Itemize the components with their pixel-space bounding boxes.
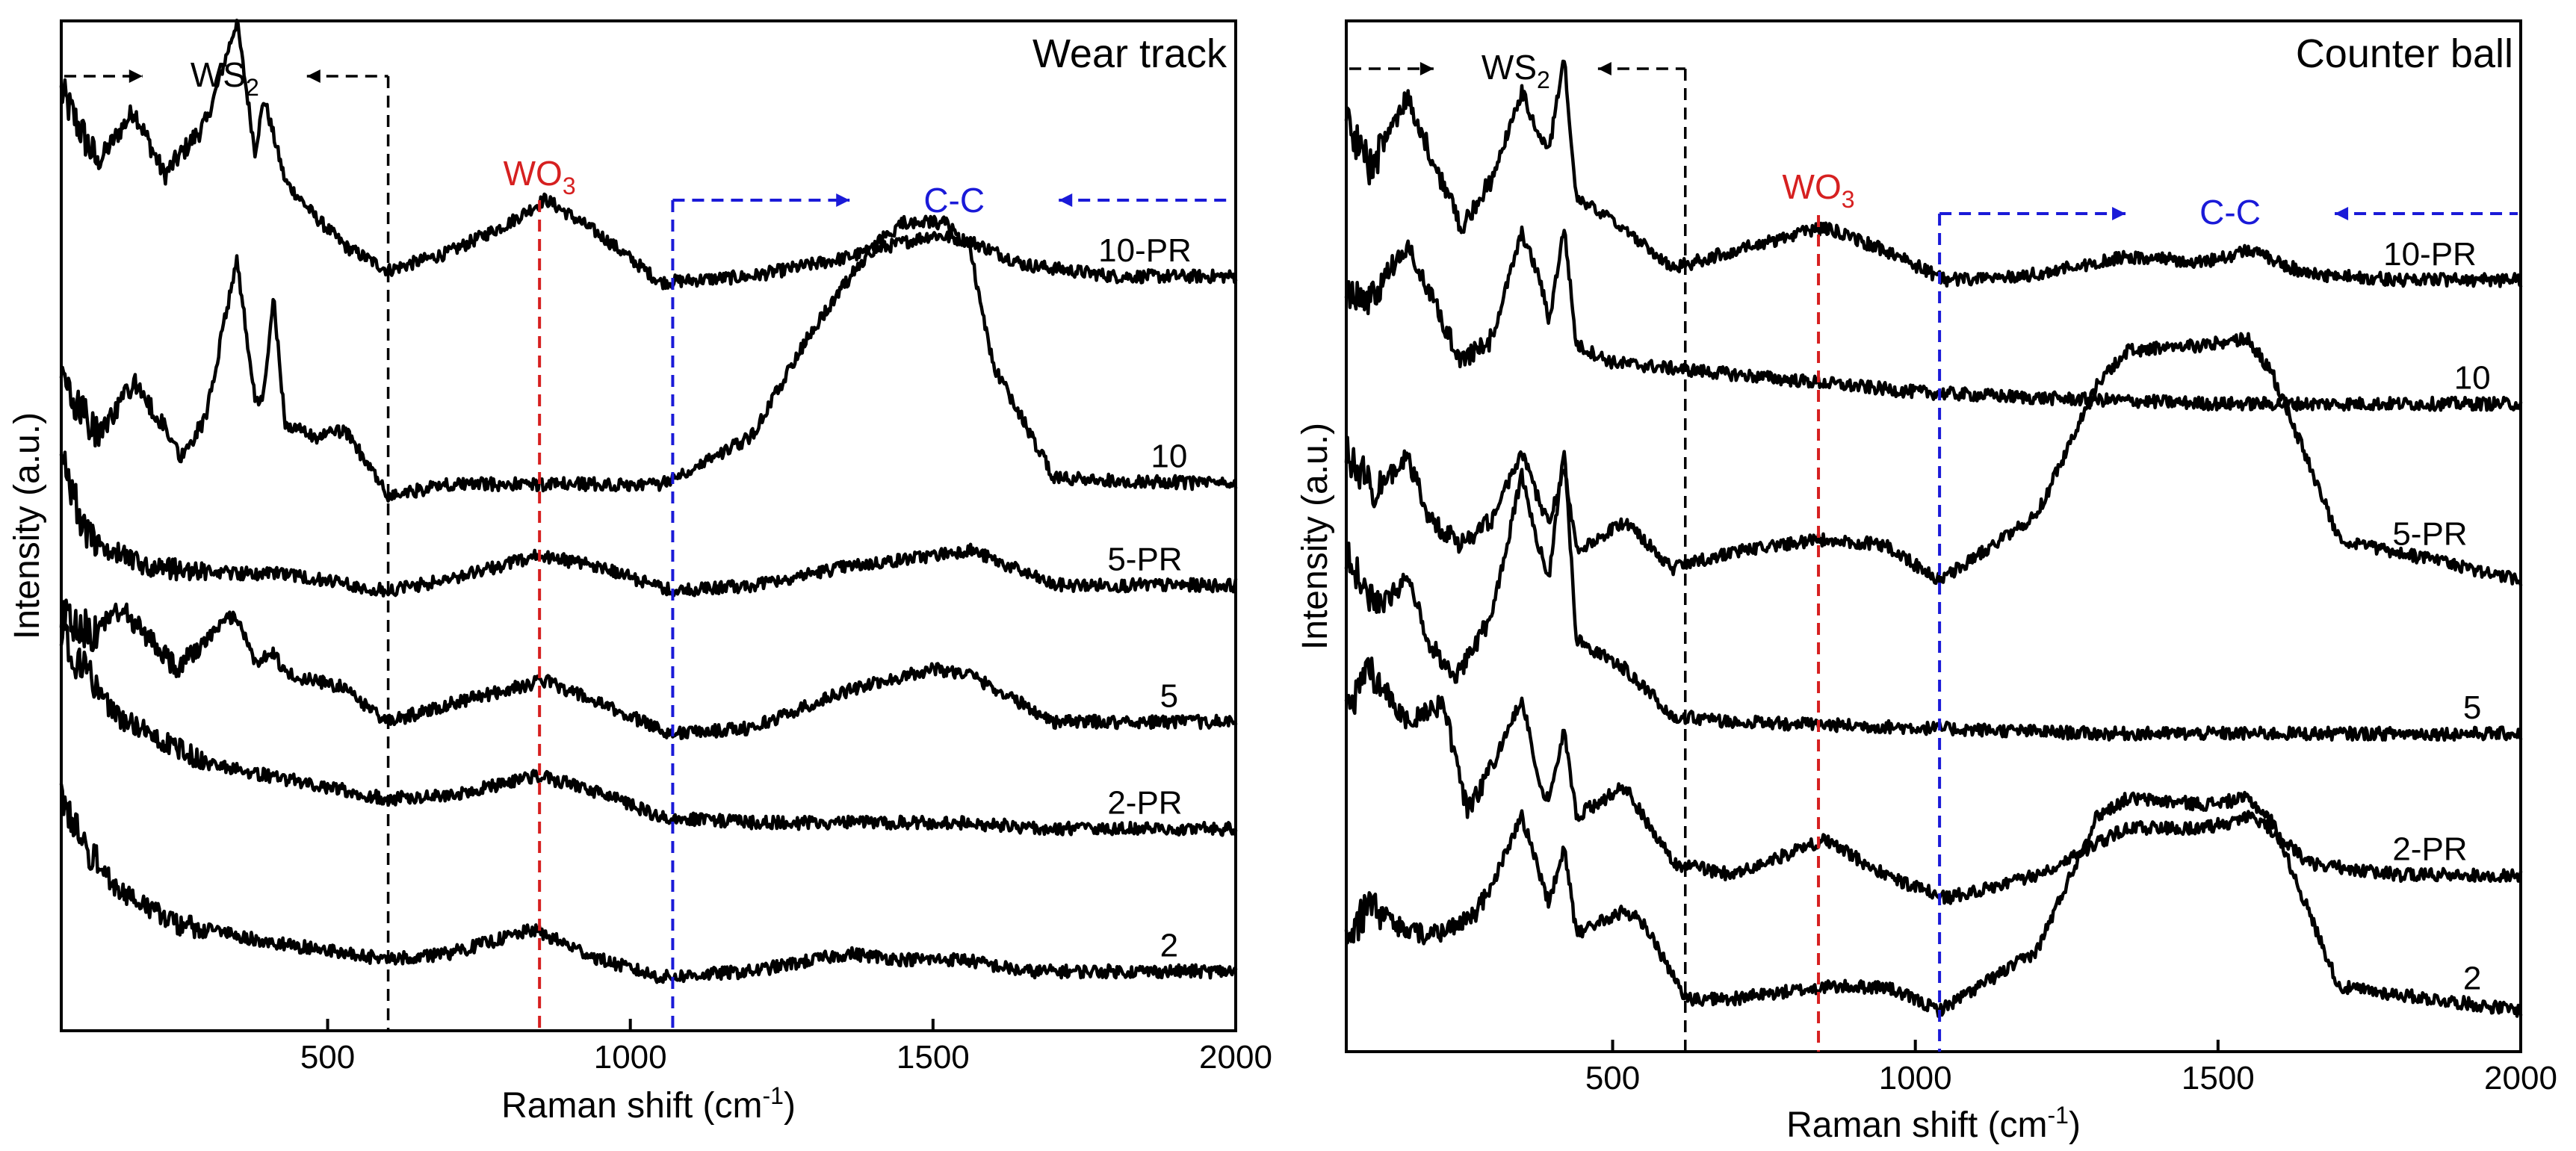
- x-axis-label-text: Raman shift (cm: [501, 1086, 762, 1126]
- x-axis-label-text: Raman shift (cm: [1786, 1105, 2047, 1145]
- x-axis-label-end: ): [784, 1086, 796, 1126]
- spectrum-trace-10-PR: [59, 18, 1238, 291]
- ws2-label-text: WS: [191, 55, 246, 94]
- x-ticks: 500 1000 1500 2000: [300, 1019, 1272, 1076]
- series-label: 2-PR: [1107, 785, 1182, 822]
- cc-region-marker: C-C: [1938, 193, 2518, 1052]
- spectrum-trace-2: [1344, 790, 2523, 1018]
- plot-area-frame: [60, 19, 1237, 1032]
- series-label: 10: [1151, 438, 1187, 474]
- ws2-label: WS2: [1481, 48, 1550, 93]
- wo3-label: WO3: [504, 154, 576, 199]
- ws2-arrowhead-right-icon: [129, 69, 143, 83]
- series-label: 2: [2463, 960, 2481, 996]
- cc-arrowhead-left-icon: [2335, 207, 2349, 220]
- cc-label: C-C: [2199, 193, 2261, 232]
- panel-counter-ball: Counter ball Intensity (a.u.) Raman shif…: [1295, 19, 2557, 1145]
- spectra: [59, 18, 1238, 984]
- y-axis-label: Intensity (a.u.): [7, 412, 47, 639]
- spectrum-trace-10: [59, 214, 1238, 503]
- ws2-label-subscript: 2: [246, 74, 259, 101]
- x-tick-label: 1000: [594, 1039, 667, 1076]
- x-tick-label: 1500: [2182, 1060, 2255, 1096]
- panel-title: Wear track: [1032, 31, 1227, 76]
- x-axis-label: Raman shift (cm-1): [501, 1082, 796, 1126]
- wo3-marker: WO3: [504, 154, 576, 1031]
- series-label: 10-PR: [2383, 236, 2477, 273]
- ws2-arrowhead-left-icon: [306, 69, 321, 83]
- wo3-label-subscript: 3: [563, 173, 576, 199]
- x-ticks: 500 1000 1500 2000: [1585, 1040, 2557, 1096]
- ws2-region-marker: WS2: [64, 55, 390, 1031]
- ws2-region-marker: WS2: [1349, 48, 1687, 1052]
- x-tick-label: 500: [1585, 1060, 1640, 1096]
- cc-arrowhead-right-icon: [2112, 207, 2126, 220]
- x-axis-label-end: ): [2069, 1105, 2081, 1145]
- spectrum-trace-2-PR: [59, 617, 1238, 837]
- series-label: 2-PR: [2392, 831, 2467, 867]
- x-tick-label: 1500: [897, 1039, 970, 1076]
- cc-arrowhead-right-icon: [836, 193, 850, 207]
- spectrum-trace-10-PR: [1344, 59, 2523, 288]
- spectrum-trace-5: [59, 598, 1238, 740]
- series-label: 5: [1160, 677, 1178, 714]
- series-label: 2: [1160, 927, 1178, 964]
- series-label: 5-PR: [2392, 516, 2467, 553]
- wo3-label-text: WO: [1783, 167, 1842, 206]
- x-tick-label: 500: [300, 1039, 355, 1076]
- x-tick-label: 2000: [2484, 1060, 2557, 1096]
- series-labels: 10-PR 10 5-PR 5 2-PR 2: [2383, 236, 2491, 996]
- wo3-label: WO3: [1783, 167, 1855, 213]
- x-axis-label: Raman shift (cm-1): [1786, 1102, 2081, 1145]
- plot-area-frame: [1345, 19, 2522, 1053]
- spectra: [1344, 59, 2523, 1018]
- panel-title: Counter ball: [2296, 31, 2513, 76]
- series-label: 10-PR: [1098, 232, 1192, 269]
- series-label: 10: [2454, 360, 2491, 397]
- series-label: 5-PR: [1107, 542, 1182, 578]
- ws2-label-subscript: 2: [1537, 66, 1550, 93]
- panel-wear-track: Wear track Intensity (a.u.) Raman shift …: [7, 18, 1272, 1126]
- spectrum-trace-2: [59, 782, 1238, 984]
- cc-arrowhead-left-icon: [1059, 193, 1073, 207]
- series-labels: 10-PR 10 5-PR 5 2-PR 2: [1098, 232, 1192, 964]
- x-axis-label-superscript: -1: [2047, 1102, 2068, 1129]
- y-axis-label: Intensity (a.u.): [1295, 423, 1335, 650]
- cc-label: C-C: [923, 181, 985, 220]
- spectrum-trace-5-PR: [59, 450, 1238, 598]
- spectrum-trace-2-PR: [1344, 657, 2523, 905]
- series-label: 5: [2463, 689, 2481, 726]
- wo3-label-subscript: 3: [1842, 186, 1855, 213]
- cc-region-marker: C-C: [671, 181, 1233, 1031]
- ws2-arrowhead-right-icon: [1419, 62, 1434, 75]
- ws2-label: WS2: [191, 55, 259, 101]
- spectrum-trace-10: [1344, 225, 2523, 412]
- x-tick-label: 1000: [1879, 1060, 1952, 1096]
- x-axis-label-superscript: -1: [762, 1082, 783, 1109]
- spectrum-trace-5-PR: [1344, 332, 2523, 587]
- ws2-arrowhead-left-icon: [1597, 62, 1611, 75]
- spectrum-trace-5: [1344, 450, 2523, 742]
- wo3-label-text: WO: [504, 154, 563, 193]
- ws2-label-text: WS: [1481, 48, 1537, 87]
- wo3-marker: WO3: [1783, 167, 1855, 1052]
- x-tick-label: 2000: [1199, 1039, 1272, 1076]
